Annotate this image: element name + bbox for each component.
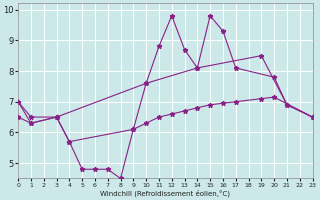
X-axis label: Windchill (Refroidissement éolien,°C): Windchill (Refroidissement éolien,°C) <box>100 189 230 197</box>
